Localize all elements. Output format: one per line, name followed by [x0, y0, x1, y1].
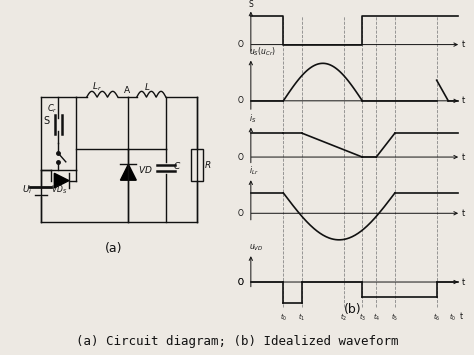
Text: (b): (b) [344, 304, 362, 316]
Text: $u_S(u_{Cr})$: $u_S(u_{Cr})$ [248, 45, 275, 58]
Text: $i_S$: $i_S$ [248, 112, 256, 125]
Text: t: t [462, 153, 465, 162]
Text: $U_i$: $U_i$ [22, 183, 32, 196]
Text: $t_1$: $t_1$ [298, 312, 306, 323]
Text: $t_3$: $t_3$ [359, 312, 366, 323]
Text: $t_4$: $t_4$ [373, 312, 380, 323]
Text: O: O [238, 278, 244, 286]
Text: t: t [462, 96, 465, 105]
Text: $L$: $L$ [144, 81, 150, 92]
Text: $t_0$: $t_0$ [280, 312, 287, 323]
Text: O: O [238, 278, 244, 286]
Text: O: O [238, 96, 244, 105]
Text: (a) Circuit diagram; (b) Idealized waveform: (a) Circuit diagram; (b) Idealized wavef… [76, 335, 398, 348]
Text: A: A [124, 86, 130, 95]
Text: S: S [43, 116, 49, 126]
Polygon shape [55, 173, 69, 188]
Text: O: O [238, 40, 244, 49]
Text: $t_5$: $t_5$ [392, 312, 398, 323]
Text: t: t [460, 312, 463, 321]
Text: (a): (a) [105, 241, 122, 255]
Text: $t_6$: $t_6$ [433, 312, 440, 323]
Text: $u_{VD}$: $u_{VD}$ [248, 243, 263, 253]
Text: $i_{Lr}$: $i_{Lr}$ [248, 165, 258, 178]
Text: $C_r$: $C_r$ [47, 103, 57, 115]
Text: $t_2$: $t_2$ [340, 312, 347, 323]
Text: $C$: $C$ [173, 160, 182, 171]
Text: t: t [462, 40, 465, 49]
Polygon shape [120, 164, 137, 180]
Text: O: O [238, 209, 244, 218]
Bar [191, 149, 203, 181]
Text: $VD$: $VD$ [138, 164, 153, 175]
Text: $R$: $R$ [204, 159, 212, 170]
Text: t: t [462, 209, 465, 218]
Text: $L_r$: $L_r$ [92, 81, 102, 93]
Text: $VD_S$: $VD_S$ [51, 183, 68, 196]
Text: O: O [238, 153, 244, 162]
Text: S: S [248, 0, 253, 9]
Text: t: t [462, 278, 465, 286]
Text: $t_0$: $t_0$ [449, 312, 456, 323]
